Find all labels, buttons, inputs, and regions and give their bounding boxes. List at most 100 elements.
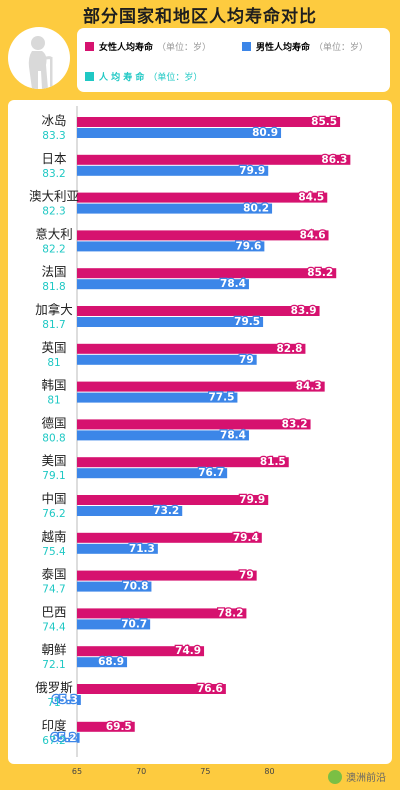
- legend-average: 人 均 寿 命 （单位：岁）: [85, 70, 202, 83]
- male-value-label: 77.5: [208, 392, 234, 404]
- average-value-label: 72.1: [42, 659, 65, 671]
- male-value-label: 76.7: [198, 467, 224, 479]
- female-bar: [77, 192, 328, 203]
- category-label: 韩国: [41, 378, 66, 393]
- category-label: 美国: [41, 453, 66, 468]
- x-tick-label: 75: [200, 767, 210, 776]
- average-swatch: [85, 72, 94, 81]
- male-bar: [77, 279, 249, 290]
- category-label: 德国: [41, 415, 66, 430]
- category-label: 朝鲜: [41, 642, 66, 657]
- female-value-label: 85.5: [311, 116, 337, 128]
- legend-average-label: 人 均 寿 命: [99, 73, 145, 83]
- female-value-label: 81.5: [260, 456, 286, 468]
- female-value-label: 86.3: [321, 154, 347, 166]
- male-bar: [77, 317, 264, 327]
- average-value-label: 76.2: [42, 508, 65, 520]
- average-value-label: 75.4: [42, 546, 66, 558]
- female-value-label: 69.5: [106, 721, 132, 733]
- legend-average-unit: （单位：岁）: [148, 73, 203, 83]
- male-bar: [77, 241, 265, 252]
- average-value-label: 79.1: [42, 470, 65, 482]
- female-value-label: 83.9: [291, 305, 317, 317]
- female-value-label: 79.4: [233, 532, 259, 544]
- category-label: 冰岛: [41, 113, 66, 128]
- average-value-label: 83.3: [42, 130, 65, 142]
- female-value-label: 85.2: [307, 267, 333, 279]
- male-bar: [77, 543, 158, 554]
- legend-female-unit: （单位：岁）: [157, 43, 212, 53]
- category-label: 俄罗斯: [35, 680, 73, 695]
- female-bar: [77, 532, 262, 543]
- male-value-label: 79: [239, 354, 254, 366]
- average-value-label: 74.4: [42, 621, 66, 633]
- male-value-label: 70.7: [121, 618, 147, 630]
- male-bar: [77, 392, 238, 403]
- male-value-label: 65.2: [51, 732, 77, 744]
- female-bar: [77, 306, 320, 316]
- male-value-label: 73.2: [153, 505, 179, 517]
- average-value-label: 81.8: [42, 281, 65, 293]
- female-bar: [77, 230, 329, 241]
- category-label: 加拿大: [35, 302, 73, 317]
- female-bar: [77, 343, 306, 354]
- category-label: 日本: [41, 151, 67, 166]
- watermark: 澳洲前沿: [328, 769, 386, 784]
- category-label: 意大利: [35, 226, 73, 241]
- male-bar: [77, 203, 273, 214]
- female-value-label: 79.9: [239, 494, 265, 506]
- average-value-label: 83.2: [42, 168, 65, 180]
- female-value-label: 83.2: [282, 418, 308, 430]
- female-swatch: [85, 42, 94, 51]
- female-bar: [77, 117, 341, 127]
- average-value-label: 82.3: [42, 206, 65, 218]
- category-label: 英国: [41, 340, 66, 355]
- page-title: 部分国家和地区人均寿命对比: [83, 7, 317, 27]
- wechat-icon: [328, 769, 342, 784]
- female-value-label: 78.2: [217, 607, 243, 619]
- female-value-label: 84.5: [298, 192, 324, 204]
- elderly-person-with-cane-icon: [28, 36, 53, 89]
- female-bar: [77, 608, 247, 619]
- female-value-label: 82.8: [277, 343, 303, 355]
- female-value-label: 84.6: [300, 229, 326, 241]
- male-value-label: 71.3: [129, 543, 155, 555]
- legend: 女性人均寿命 （单位：岁） 男性人均寿命 （单位：岁） 人 均 寿 命 （单位：…: [77, 28, 390, 92]
- male-value-label: 79.9: [239, 165, 265, 177]
- legend-female-label: 女性人均寿命: [99, 43, 154, 53]
- category-label: 巴西: [41, 604, 66, 619]
- male-bar: [77, 430, 249, 441]
- average-value-label: 82.2: [42, 243, 65, 255]
- male-value-label: 68.9: [98, 656, 124, 668]
- average-value-label: 71: [47, 697, 60, 709]
- elderly-person-icon: [8, 27, 70, 89]
- legend-male: 男性人均寿命 （单位：岁）: [242, 40, 368, 53]
- x-tick-label: 70: [136, 767, 146, 776]
- male-bar: [77, 165, 269, 176]
- male-value-label: 80.9: [252, 127, 278, 139]
- female-bar: [77, 646, 205, 657]
- average-value-label: 74.7: [42, 584, 65, 596]
- male-swatch: [242, 42, 251, 51]
- male-bar: [77, 128, 282, 138]
- male-bar: [77, 619, 151, 630]
- female-bar: [77, 570, 257, 581]
- average-value-label: 81.7: [42, 319, 65, 331]
- male-bar: [77, 695, 81, 705]
- legend-male-unit: （单位：岁）: [314, 43, 369, 53]
- female-bar: [77, 381, 325, 392]
- female-value-label: 79: [239, 570, 254, 582]
- average-value-label: 81: [47, 357, 60, 369]
- male-value-label: 80.2: [243, 203, 269, 215]
- female-value-label: 84.3: [296, 381, 322, 393]
- male-bar: [77, 581, 152, 592]
- female-bar: [77, 419, 311, 430]
- male-bar: [77, 468, 228, 479]
- female-bar: [77, 721, 135, 732]
- male-bar: [77, 732, 80, 743]
- x-tick-label: 80: [264, 767, 274, 776]
- male-value-label: 65.3: [52, 694, 78, 706]
- female-bar: [77, 457, 289, 468]
